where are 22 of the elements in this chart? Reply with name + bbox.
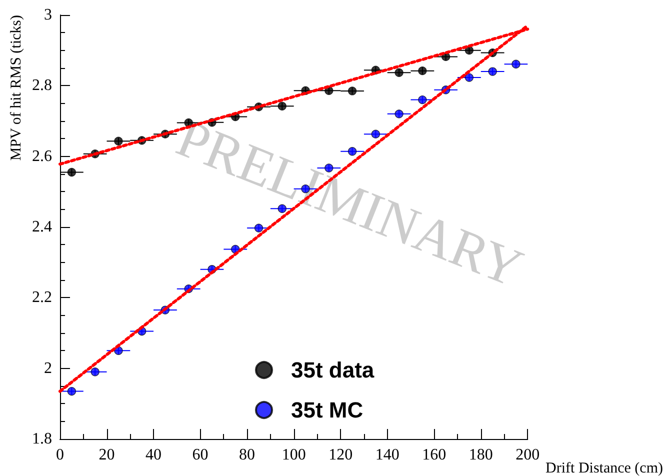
legend-label: 35t MC <box>291 398 364 422</box>
y-tick-label: 3 <box>44 6 52 24</box>
x-tick-label: 60 <box>192 446 208 464</box>
x-tick-label: 80 <box>239 446 256 464</box>
x-tick-label: 120 <box>328 446 353 464</box>
y-tick-label: 2 <box>44 360 52 377</box>
x-tick-label: 40 <box>146 446 162 464</box>
legend-label: 35t data <box>291 358 375 382</box>
y-tick-label: 2.6 <box>32 148 52 165</box>
x-tick-label: 160 <box>422 446 446 464</box>
y-axis-title: MPV of hit RMS (ticks) <box>8 14 24 161</box>
x-tick-label: 0 <box>56 446 64 464</box>
x-tick-label: 200 <box>516 446 540 464</box>
x-tick-label: 20 <box>98 446 115 464</box>
y-tick-label: 1.8 <box>32 430 52 448</box>
y-tick-label: 2.8 <box>32 77 52 94</box>
x-tick-label: 140 <box>375 446 400 464</box>
x-tick-label: 180 <box>468 446 493 464</box>
y-tick-label: 2.2 <box>32 289 52 306</box>
x-tick-label: 100 <box>282 446 306 464</box>
x-axis-title: Drift Distance (cm) <box>546 460 664 476</box>
y-tick-label: 2.4 <box>32 218 52 236</box>
